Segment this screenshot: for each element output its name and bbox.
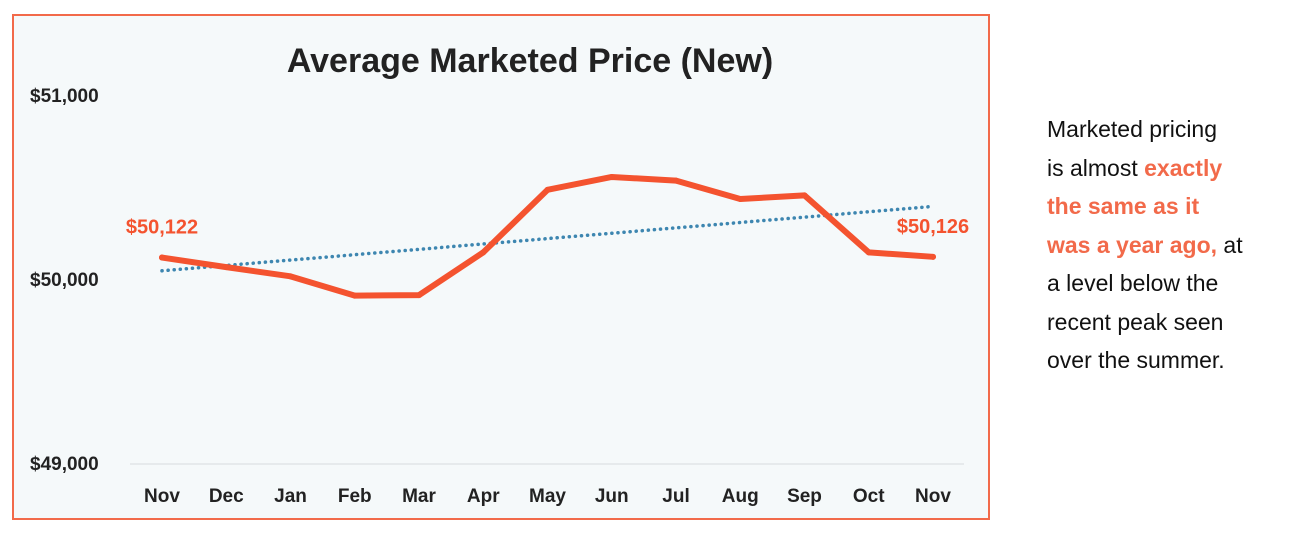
note-line: a level below the [1047, 270, 1219, 296]
note-highlight: the same as it [1047, 193, 1200, 219]
data-point [544, 186, 551, 193]
side-note: Marketed pricing is almost exactly the s… [1047, 110, 1287, 380]
x-tick-label: Jun [595, 486, 629, 507]
trendline [160, 204, 935, 273]
note-line: Marketed pricing [1047, 116, 1218, 142]
data-point [865, 249, 872, 256]
note-line: is almost exactly [1047, 154, 1223, 181]
data-point [351, 292, 358, 299]
x-tick-label: Oct [853, 486, 885, 507]
x-tick-label: Mar [402, 486, 436, 507]
annotation-layer: $50,122 $50,126 [126, 216, 969, 239]
x-tick-label: Jan [274, 486, 307, 507]
chart-svg: Average Marketed Price (New) $51,000 $50… [30, 42, 969, 507]
data-point [673, 177, 679, 184]
x-tick-label: Nov [144, 486, 180, 507]
x-tick-label: Nov [915, 486, 951, 507]
series-layer [159, 173, 936, 299]
y-tick-label: $50,000 [30, 270, 99, 291]
note-line: was a year ago, at [1047, 231, 1243, 258]
x-tick-labels: Nov Dec Jan Feb Mar Apr May Jun Jul Aug Sep Oct Nov [144, 486, 951, 507]
y-tick-label: $51,000 [30, 86, 99, 107]
note-highlight: was a year ago, [1047, 231, 1218, 258]
note-highlight: exactly [1144, 154, 1223, 181]
x-tick-label: Feb [338, 486, 372, 507]
data-point [159, 254, 165, 261]
note-line: recent peak seen [1047, 308, 1224, 335]
data-point [608, 173, 615, 180]
x-tick-label: Jul [662, 486, 689, 507]
y-tick-label: $49,000 [30, 454, 99, 475]
data-point [737, 196, 744, 203]
x-tick-label: Aug [722, 486, 759, 507]
x-tick-label: Sep [787, 486, 822, 507]
chart-panel [12, 14, 990, 520]
x-tick-label: Dec [209, 486, 244, 507]
note-line: the same as it [1047, 187, 1287, 226]
data-point [480, 249, 487, 256]
trendline-layer [160, 204, 935, 273]
data-point [930, 253, 936, 260]
data-point [287, 273, 294, 280]
data-point [416, 292, 422, 299]
data-label: $50,126 [897, 216, 969, 238]
series-line [159, 173, 936, 299]
data-point [801, 192, 808, 199]
x-tick-label: Apr [467, 486, 500, 507]
x-tick-label: May [529, 486, 566, 507]
data-point [223, 264, 230, 271]
data-label: $50,122 [126, 217, 198, 239]
chart-title: Average Marketed Price (New) [287, 42, 773, 80]
note-line: over the summer. [1047, 347, 1225, 373]
